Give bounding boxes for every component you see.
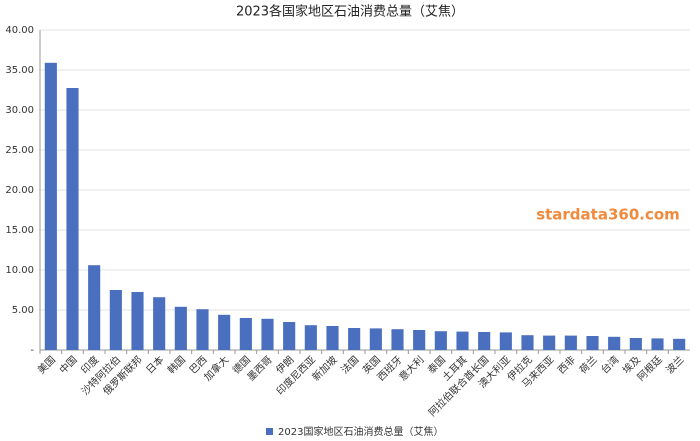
watermark: stardata360.com	[536, 206, 680, 224]
bar	[326, 326, 339, 350]
x-tick-label: 西非	[555, 354, 578, 377]
y-tick-label: 25.00	[5, 145, 34, 156]
legend-swatch	[266, 428, 273, 435]
x-tick-label: 韩国	[165, 353, 188, 376]
x-tick-label: 墨西哥	[245, 354, 275, 384]
y-tick-label: 10.00	[5, 265, 34, 276]
legend-label: 2023国家地区石油消费总量（艾焦）	[278, 425, 443, 438]
bar	[499, 332, 512, 350]
y-tick-label: -	[30, 345, 34, 356]
bar	[174, 306, 187, 350]
x-tick-label: 台湾	[598, 353, 621, 376]
bar	[434, 331, 447, 350]
bar	[586, 336, 599, 350]
bar	[304, 325, 317, 350]
y-tick-label: 40.00	[5, 25, 34, 36]
x-tick-label: 美国	[35, 353, 58, 376]
y-tick-label: 15.00	[5, 225, 34, 236]
x-tick-label: 荷兰	[576, 353, 599, 376]
x-tick-label: 日本	[143, 353, 166, 376]
bar	[521, 335, 534, 350]
bar	[608, 336, 621, 350]
x-tick-label: 中国	[56, 353, 79, 376]
y-tick-label: 20.00	[5, 185, 34, 196]
bar	[651, 338, 664, 350]
x-tick-label: 加拿大	[201, 353, 231, 383]
x-tick-label: 意大利	[396, 353, 426, 383]
x-tick-label: 阿根廷	[634, 353, 664, 383]
bar	[348, 328, 361, 350]
y-tick-label: 5.00	[12, 305, 34, 316]
bar	[478, 332, 491, 350]
x-tick-label: 法国	[338, 353, 361, 376]
bar	[88, 265, 101, 350]
x-tick-label: 波兰	[663, 353, 686, 376]
bar	[261, 318, 274, 350]
bar	[218, 314, 231, 350]
bar	[369, 328, 382, 350]
y-tick-label: 35.00	[5, 65, 34, 76]
bar	[44, 62, 57, 351]
bar	[673, 338, 686, 350]
bar	[283, 322, 296, 350]
bar	[456, 331, 469, 350]
bar	[543, 335, 556, 350]
bar	[131, 292, 144, 350]
bar	[629, 338, 642, 350]
x-tick-label: 新加坡	[309, 353, 339, 383]
bar	[153, 297, 166, 350]
bar	[109, 290, 122, 350]
y-tick-label: 30.00	[5, 105, 34, 116]
bar	[391, 329, 404, 350]
bar	[66, 88, 79, 350]
bar	[564, 335, 577, 350]
bar	[239, 318, 252, 350]
bar	[196, 309, 209, 350]
chart-title: 2023各国家地区石油消费总量（艾焦）	[236, 4, 464, 20]
bar	[413, 330, 426, 350]
